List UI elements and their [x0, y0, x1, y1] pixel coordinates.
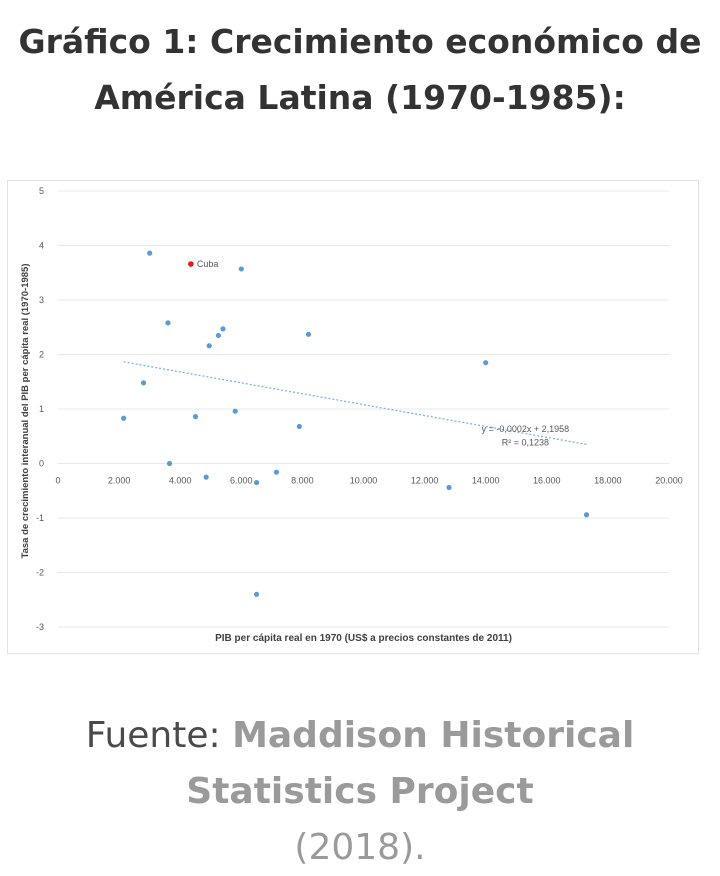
highlight-label: Cuba — [197, 259, 219, 269]
x-tick-label: 4.000 — [169, 476, 192, 486]
data-point — [121, 415, 127, 421]
chart-title: Gráfico 1: Crecimiento económico de Amér… — [0, 14, 720, 126]
data-point — [220, 326, 226, 332]
x-tick-label: 20.000 — [655, 476, 683, 486]
y-tick-label: 5 — [39, 186, 44, 196]
trend-r2: R² = 0,1238 — [502, 438, 549, 448]
data-point — [215, 332, 221, 339]
x-tick-label: 18.000 — [594, 476, 622, 486]
y-tick-label: 4 — [39, 241, 44, 251]
data-point — [583, 512, 590, 518]
data-point — [253, 479, 260, 486]
data-point — [165, 320, 171, 326]
data-point — [305, 331, 312, 337]
data-point — [238, 266, 244, 272]
y-tick-label: 2 — [39, 350, 44, 360]
data-point — [273, 469, 280, 475]
data-point — [253, 591, 260, 597]
y-tick-label: 3 — [39, 295, 44, 305]
source-link[interactable]: Maddison Historical Statistics Project — [186, 715, 635, 812]
y-tick-label: 0 — [39, 459, 44, 469]
x-tick-label: 6.000 — [230, 476, 253, 486]
data-point — [140, 380, 147, 386]
source-prefix: Fuente: — [85, 715, 233, 756]
x-tick-label: 12.000 — [411, 476, 439, 486]
x-tick-label: 8.000 — [291, 476, 314, 486]
chart-container: -3 -2 -1 0 1 2 3 4 5 0 2.000 4.000 6.000 8.000 10.000 1… — [7, 180, 699, 654]
data-point — [206, 343, 212, 349]
y-tick-label: -2 — [36, 568, 44, 578]
source-year: (2018). — [294, 827, 426, 868]
title-line-2: América Latina (1970-1985): — [94, 78, 626, 117]
x-tick-label: 10.000 — [350, 476, 378, 486]
highlight-point — [188, 261, 194, 267]
source-caption: Fuente: Maddison Historical Statistics P… — [0, 708, 720, 876]
y-tick-label: -1 — [36, 513, 44, 523]
data-point — [296, 423, 302, 430]
y-axis-title: Tasa de crecimiento interanual del PIB p… — [20, 264, 31, 559]
y-tick-label: -3 — [36, 622, 44, 632]
scatter-chart: -3 -2 -1 0 1 2 3 4 5 0 2.000 4.000 6.000 8.000 10.000 1… — [20, 186, 683, 644]
data-point — [192, 414, 199, 420]
data-point — [446, 484, 452, 491]
x-tick-label: 0 — [55, 476, 60, 486]
x-axis-title: PIB per cápita real en 1970 (US$ a preci… — [215, 633, 512, 644]
y-tick-label: 1 — [39, 404, 44, 414]
data-point — [166, 460, 173, 467]
title-line-1: Gráfico 1: Crecimiento económico de — [18, 22, 702, 61]
data-point — [203, 474, 209, 480]
x-tick-label: 14.000 — [472, 476, 500, 486]
data-point — [483, 360, 489, 366]
data-point — [232, 408, 238, 414]
trend-equation: y = -0,0002x + 2,1958 — [482, 424, 570, 434]
data-point — [147, 250, 153, 256]
x-tick-label: 2.000 — [108, 476, 131, 486]
x-tick-label: 16.000 — [533, 476, 561, 486]
